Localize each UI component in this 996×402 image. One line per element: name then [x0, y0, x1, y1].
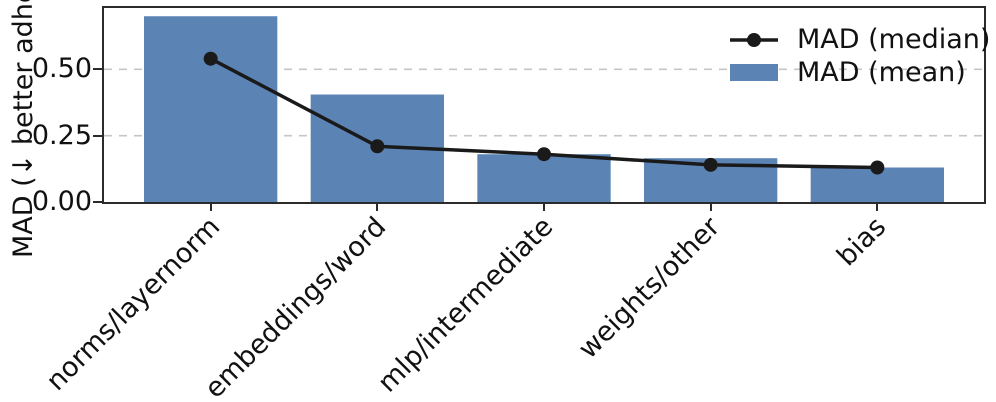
x-tick-mark [876, 204, 879, 211]
legend-label-mean: MAD (mean) [797, 57, 966, 88]
y-tick-mark [93, 201, 102, 203]
mean-bar-swatch-wrap [730, 64, 778, 81]
median-marker [870, 160, 885, 175]
median-marker [370, 139, 385, 154]
y-tick-mark [93, 134, 102, 137]
median-marker [203, 51, 218, 66]
x-tick-mark [543, 204, 545, 211]
legend-item-median: MAD (median) [730, 23, 990, 56]
bar-color-swatch [730, 64, 778, 81]
median-line-swatch [730, 30, 778, 50]
legend: MAD (median) MAD (mean) [730, 23, 990, 89]
legend-item-mean: MAD (mean) [730, 56, 990, 89]
y-tick-label: 0.00 [31, 186, 92, 217]
line-dot-icon [730, 32, 778, 47]
y-tick-label: 0.25 [31, 119, 92, 151]
bar [144, 16, 278, 202]
plot-area [102, 6, 986, 204]
x-tick-mark [376, 204, 379, 211]
y-tick-mark [93, 68, 102, 71]
median-marker [537, 147, 551, 162]
y-tick-label: 0.50 [31, 53, 92, 85]
x-tick-mark [209, 204, 212, 211]
bar [477, 154, 611, 202]
median-marker [703, 157, 718, 172]
plot-canvas [104, 16, 984, 202]
legend-label-median: MAD (median) [797, 24, 991, 55]
x-tick-mark [709, 204, 712, 211]
